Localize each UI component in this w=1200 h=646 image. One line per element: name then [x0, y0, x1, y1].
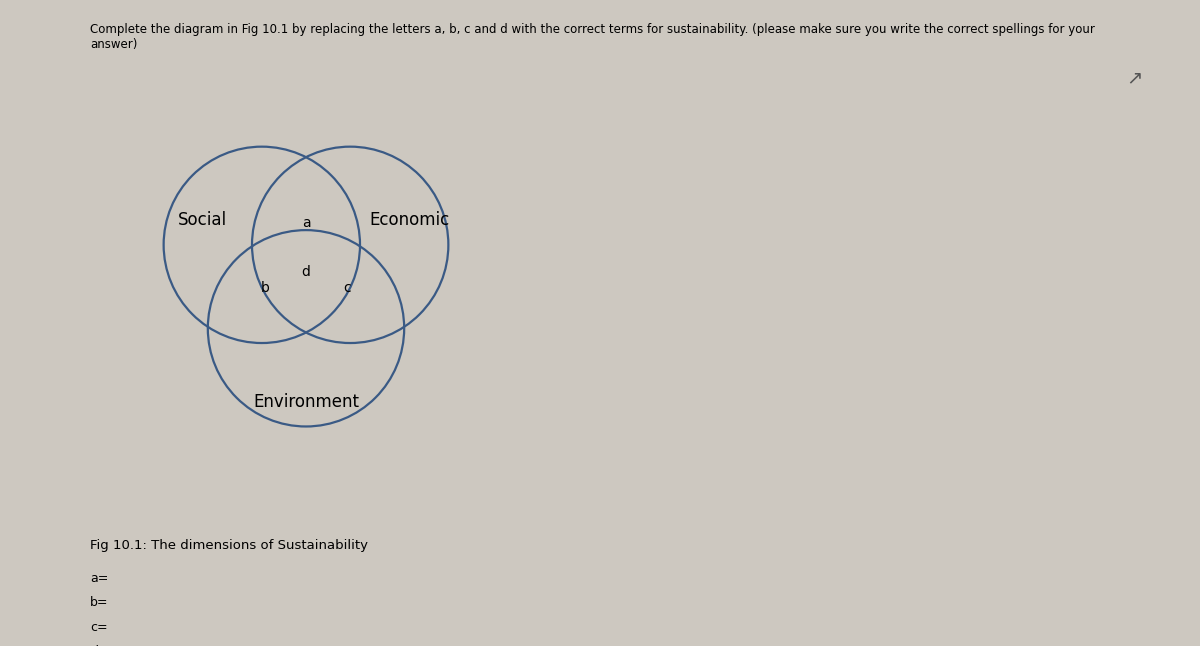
Text: c: c	[343, 281, 352, 295]
Text: d=: d=	[90, 645, 109, 646]
Text: Social: Social	[179, 211, 228, 229]
Text: ↗: ↗	[1126, 68, 1142, 87]
Text: a=: a=	[90, 572, 108, 585]
Text: a: a	[301, 216, 311, 230]
Text: Environment: Environment	[253, 393, 359, 411]
Text: b: b	[260, 281, 269, 295]
Text: Fig 10.1: The dimensions of Sustainability: Fig 10.1: The dimensions of Sustainabili…	[90, 539, 368, 552]
Text: b=: b=	[90, 596, 108, 609]
Text: Complete the diagram in Fig 10.1 by replacing the letters a, b, c and d with the: Complete the diagram in Fig 10.1 by repl…	[90, 23, 1094, 50]
Text: Economic: Economic	[368, 211, 449, 229]
Text: c=: c=	[90, 621, 108, 634]
Text: d: d	[301, 266, 311, 279]
